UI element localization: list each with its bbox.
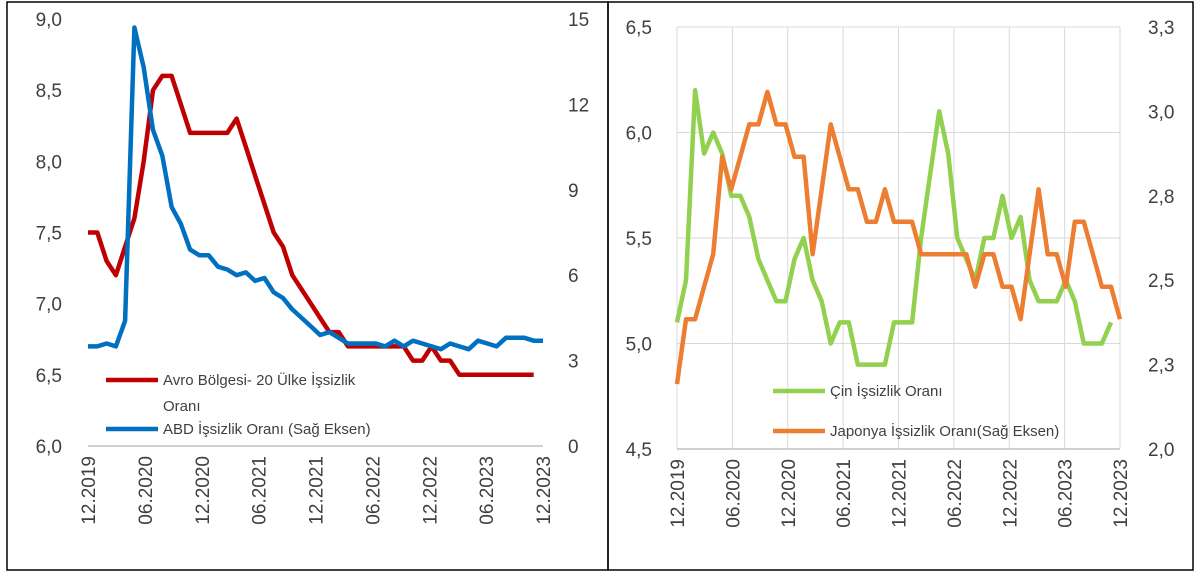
c2-series-line-0 (674, 88, 1114, 367)
c1-x-tick-label: 06.2022 (363, 456, 384, 525)
c1-right-y-tick-label: 0 (568, 437, 579, 458)
c1-left-y-tick-label: 7,0 (36, 295, 62, 316)
c2-x-tick-label: 06.2022 (945, 459, 966, 528)
c1-left-y-tick-label: 6,5 (36, 366, 62, 387)
c2-right-y-tick-label: 2,5 (1148, 271, 1174, 292)
c2-right-y-tick-label: 3,3 (1148, 18, 1174, 39)
left-chart: 6,0 6,5 7,0 7,5 8,0 8,5 9,0 0 3 6 9 12 15 12.2019 06.2… (36, 10, 590, 525)
c2-legend-label-1: Japonya İşsizlik Oranı(Sağ Eksen) (830, 422, 1059, 440)
c2-right-y-tick-label: 2,3 (1148, 356, 1174, 377)
c2-x-tick-label: 12.2021 (890, 459, 911, 528)
c2-left-y-tick-label: 6,5 (626, 18, 652, 39)
c2-x-tick-label: 12.2023 (1111, 459, 1132, 528)
c1-right-y-tick-label: 3 (568, 352, 579, 373)
c2-left-y-tick-label: 5,0 (626, 335, 652, 356)
c1-legend-label-0: Avro Bölgesi- 20 Ülke İşsizlik (163, 371, 356, 389)
right-panel-frame (607, 1, 1194, 571)
c1-series-line-0 (88, 73, 534, 378)
c2-left-y-tick-label: 4,5 (626, 440, 652, 461)
c1-x-tick-label: 06.2023 (477, 456, 498, 525)
c1-left-y-tick-label: 8,5 (36, 81, 62, 102)
c1-right-y-tick-label: 6 (568, 266, 579, 287)
c1-x-tick-label: 06.2021 (250, 456, 271, 525)
c1-left-y-tick-label: 6,0 (36, 437, 62, 458)
c1-series-line-1 (88, 25, 543, 352)
c1-legend-label-1: ABD İşsizlik Oranı (Sağ Eksen) (163, 420, 371, 438)
c1-right-y-tick-label: 9 (568, 181, 579, 202)
c2-right-y-tick-label: 2,8 (1148, 187, 1174, 208)
c2-x-tick-label: 06.2021 (834, 459, 855, 528)
c2-x-tick-label: 12.2020 (779, 459, 800, 528)
c2-right-y-tick-label: 3,0 (1148, 102, 1174, 123)
c2-left-y-tick-label: 6,0 (626, 124, 652, 145)
right-chart: 4,5 5,0 5,5 6,0 6,5 2,0 2,3 2,5 2,8 3,0 3,3 12.2019… (626, 18, 1175, 528)
c2-right-y-tick-label: 2,0 (1148, 440, 1174, 461)
c2-x-tick-label: 06.2020 (723, 459, 744, 528)
c1-left-y-tick-label: 9,0 (36, 10, 62, 31)
c1-x-tick-label: 12.2020 (193, 456, 214, 525)
c1-x-tick-label: 12.2023 (534, 456, 555, 525)
c1-left-y-tick-label: 7,5 (36, 224, 62, 245)
c1-x-tick-label: 06.2020 (136, 456, 157, 525)
c2-x-tick-label: 12.2022 (1000, 459, 1021, 528)
c1-x-tick-label: 12.2019 (79, 456, 100, 525)
c1-left-y-tick-label: 8,0 (36, 152, 62, 173)
c1-legend-label-0: Oranı (163, 398, 201, 415)
c1-right-y-tick-label: 15 (568, 10, 589, 31)
c2-x-tick-label: 12.2019 (668, 459, 689, 528)
c2-series-line-1 (674, 89, 1123, 385)
c1-x-tick-label: 12.2022 (420, 456, 441, 525)
c1-right-y-tick-label: 12 (568, 95, 589, 116)
c2-legend-label-0: Çin İşsizlik Oranı (830, 382, 943, 400)
c2-left-y-tick-label: 5,5 (626, 229, 652, 250)
c1-x-tick-label: 12.2021 (307, 456, 328, 525)
c2-x-tick-label: 06.2023 (1056, 459, 1077, 528)
